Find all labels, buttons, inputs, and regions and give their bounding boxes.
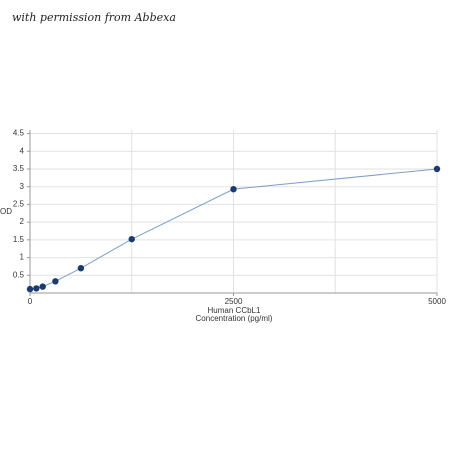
- y-tick-label: 3: [20, 182, 25, 191]
- data-point: [39, 283, 46, 290]
- watermark: with permission from Abbexa: [12, 11, 176, 24]
- data-point: [433, 165, 441, 173]
- data-point: [52, 278, 59, 285]
- y-tick-label: 3.5: [13, 164, 25, 173]
- x-axis-label: Human CCbL1: [208, 306, 261, 315]
- data-point: [77, 264, 85, 272]
- x-tick-label: 0: [28, 297, 33, 306]
- data-point: [26, 285, 34, 293]
- y-axis-label: OD: [0, 207, 12, 216]
- data-point: [33, 285, 40, 292]
- data-point: [230, 185, 237, 193]
- y-tick-label: 1.5: [13, 235, 25, 244]
- data-point: [128, 235, 135, 243]
- x-tick-label: 2500: [225, 297, 243, 306]
- x-tick-label: 5000: [428, 297, 446, 306]
- y-tick-label: 0.5: [13, 270, 25, 279]
- y-tick-label: 1: [20, 253, 25, 262]
- y-tick-label: 4.5: [13, 129, 25, 138]
- y-tick-label: 2.5: [13, 200, 25, 209]
- y-tick-label: 4: [20, 146, 25, 155]
- y-tick-label: 2: [20, 217, 25, 226]
- x-axis-label: Concentration (pg/ml): [196, 314, 273, 323]
